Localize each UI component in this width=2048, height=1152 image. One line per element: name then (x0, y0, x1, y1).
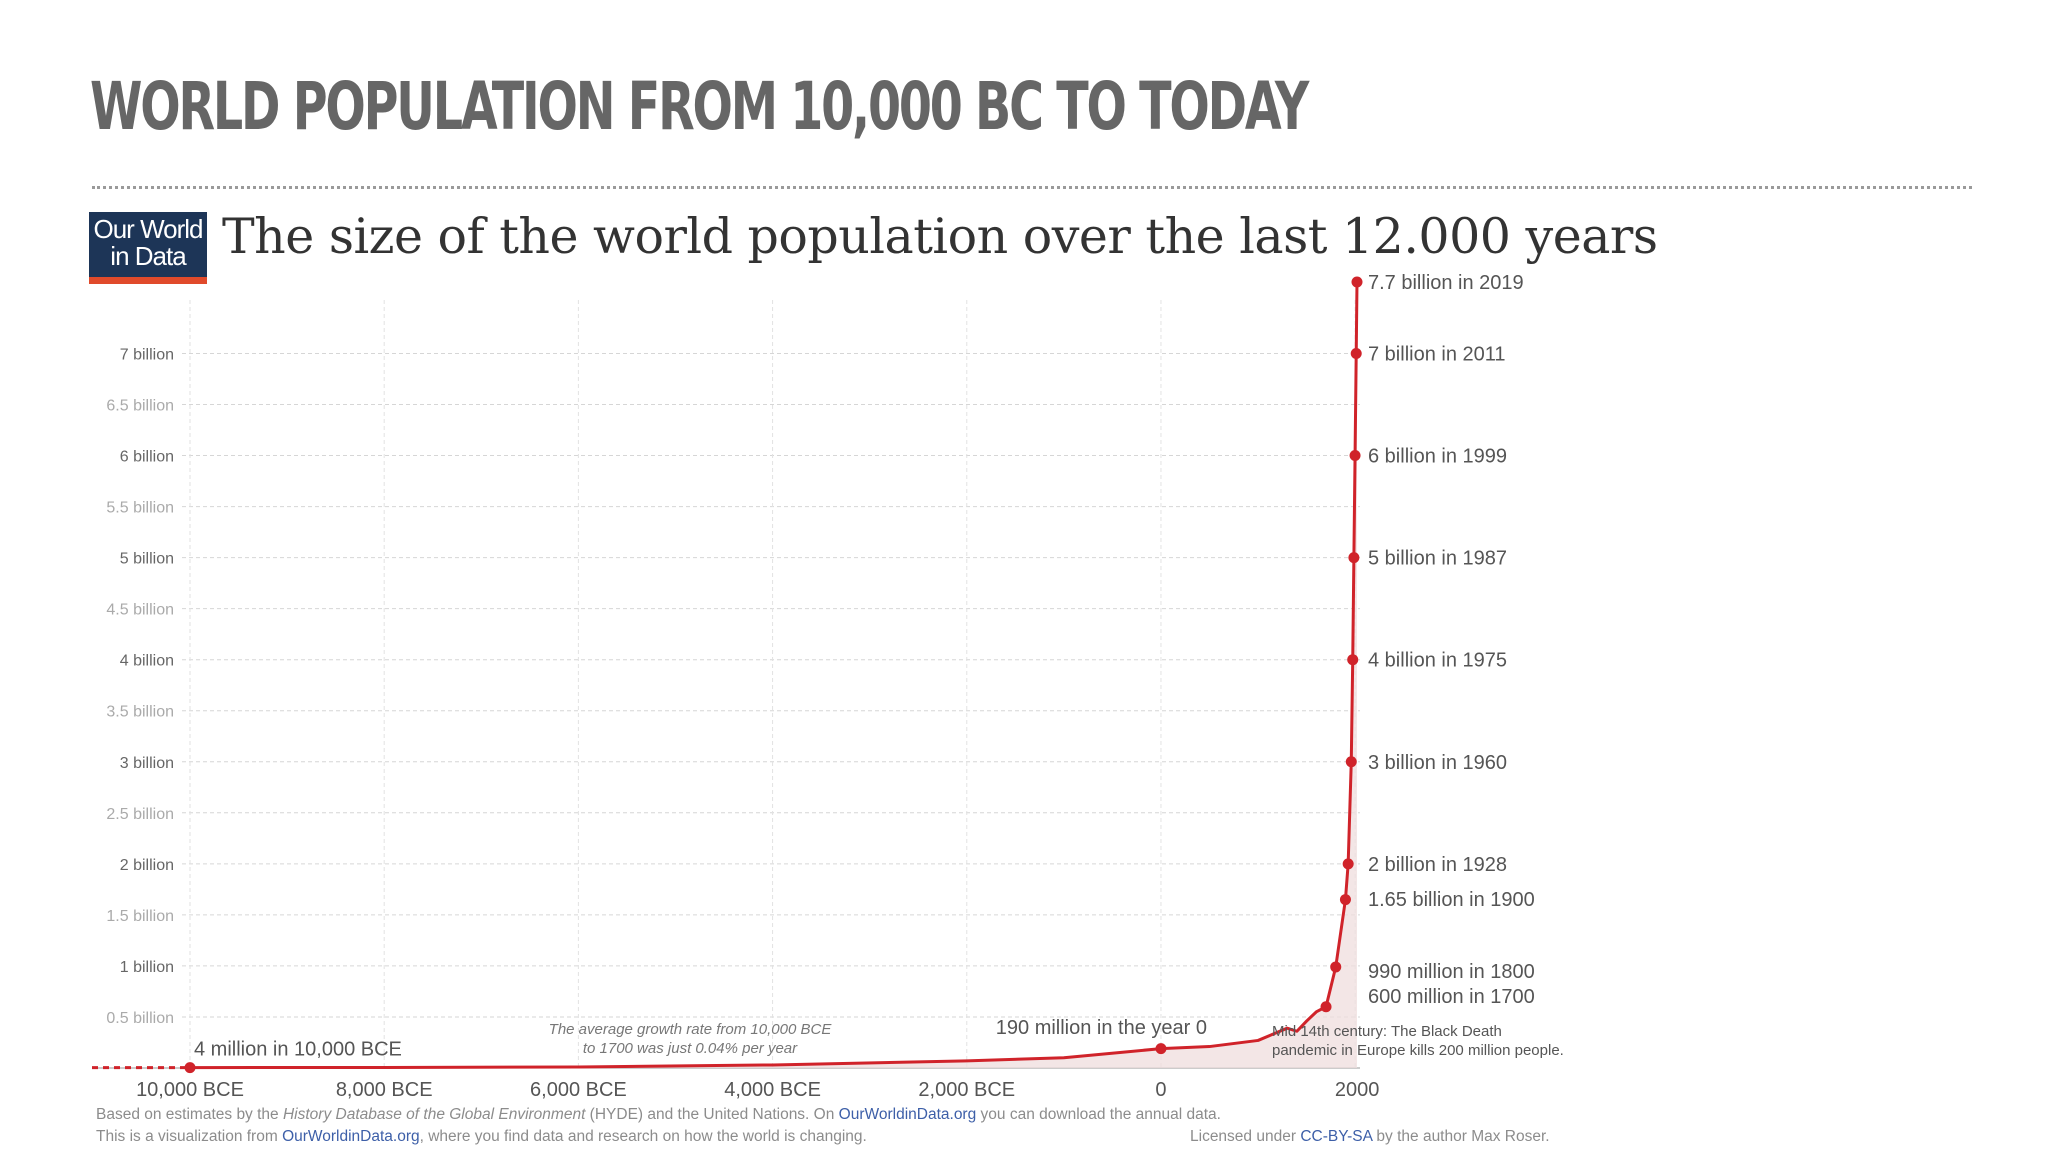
data-point (1345, 756, 1357, 768)
data-label: 2 billion in 1928 (1368, 854, 1507, 876)
y-tick-label: 1.5 billion (106, 908, 174, 925)
data-point (1155, 1043, 1167, 1055)
footer-owid-link[interactable]: OurWorldinData.org (838, 1106, 977, 1123)
title-divider (92, 186, 1972, 189)
black-death-note-line-1: Mid 14th century: The Black Death (1272, 1023, 1502, 1040)
black-death-note-line-2: pandemic in Europe kills 200 million peo… (1272, 1042, 1564, 1059)
area-layer (190, 282, 1357, 1068)
data-point (1339, 894, 1351, 906)
y-tick-label: 4.5 billion (106, 602, 174, 619)
data-point (184, 1062, 196, 1074)
y-tick-label: 5 billion (120, 551, 174, 568)
y-tick-label: 6.5 billion (106, 397, 174, 414)
data-label: 3 billion in 1960 (1368, 752, 1507, 774)
y-tick-label: 2.5 billion (106, 806, 174, 823)
logo-line-2: in Data (110, 241, 186, 271)
data-label: 990 million in 1800 (1368, 961, 1535, 983)
data-label: 600 million in 1700 (1368, 986, 1535, 1008)
grid-layer: 0.5 billion 1 billion 1.5 billion 2 billion… (92, 300, 1379, 1101)
data-label: 1.65 billion in 1900 (1368, 889, 1535, 911)
marker-layer (184, 276, 1363, 1074)
data-label: 6 billion in 1999 (1368, 446, 1507, 468)
x-tick-label: 10,000 BCE (136, 1079, 244, 1101)
data-point (1350, 347, 1362, 359)
footer-license: Licensed under CC-BY-SA by the author Ma… (1190, 1128, 1550, 1145)
y-tick-label: 5.5 billion (106, 500, 174, 517)
data-point (1330, 961, 1342, 973)
logo-line-1: Our World (93, 214, 204, 244)
owid-logo[interactable]: Our World in Data (89, 212, 207, 284)
y-tick-label: 2 billion (120, 857, 174, 874)
y-tick-label: 1 billion (120, 959, 174, 976)
data-label: 7 billion in 2011 (1368, 343, 1506, 365)
y-tick-label: 3.5 billion (106, 704, 174, 721)
data-label: 4 million in 10,000 BCE (194, 1039, 402, 1061)
data-point (1348, 552, 1360, 564)
x-tick-label: 8,000 BCE (336, 1079, 433, 1101)
x-tick-label: 2000 (1335, 1079, 1380, 1101)
data-point (1342, 858, 1354, 870)
annotation-layer: The average growth rate from 10,000 BCE … (549, 1021, 1564, 1059)
data-point (1347, 654, 1359, 666)
footer-owid-link-2[interactable]: OurWorldinData.org (282, 1128, 420, 1145)
data-label: 190 million in the year 0 (996, 1017, 1207, 1039)
y-tick-label: 7 billion (120, 346, 174, 363)
data-label: 7.7 billion in 2019 (1368, 272, 1524, 294)
footer-visualization-line: This is a visualization from OurWorldinD… (96, 1128, 867, 1145)
data-point (1320, 1001, 1332, 1013)
x-tick-label: 4,000 BCE (724, 1079, 821, 1101)
license-link[interactable]: CC-BY-SA (1300, 1128, 1373, 1145)
x-tick-label: 6,000 BCE (530, 1079, 627, 1101)
x-tick-label: 0 (1155, 1079, 1166, 1101)
data-point (1349, 450, 1361, 462)
footer-source-line: Based on estimates by the History Databa… (96, 1106, 1221, 1123)
series-line (189, 281, 1359, 1070)
y-tick-label: 3 billion (120, 755, 174, 772)
y-tick-label: 4 billion (120, 653, 174, 670)
slide-title: WORLD POPULATION FROM 10,000 BC TO TODAY (90, 68, 1309, 145)
growth-rate-note-line-2: to 1700 was just 0.04% per year (583, 1040, 798, 1057)
data-label: 5 billion in 1987 (1368, 548, 1507, 570)
line-layer (92, 281, 1359, 1070)
growth-rate-note-line-1: The average growth rate from 10,000 BCE (549, 1021, 833, 1038)
data-point (1351, 276, 1363, 288)
label-layer: 4 million in 10,000 BCE 190 million in th… (194, 272, 1535, 1061)
y-tick-label: 6 billion (120, 449, 174, 466)
series-area (190, 282, 1357, 1068)
y-tick-label: 0.5 billion (106, 1010, 174, 1027)
x-tick-label: 2,000 BCE (918, 1079, 1015, 1101)
chart-title: The size of the world population over th… (222, 208, 1658, 265)
data-label: 4 billion in 1975 (1368, 650, 1507, 672)
